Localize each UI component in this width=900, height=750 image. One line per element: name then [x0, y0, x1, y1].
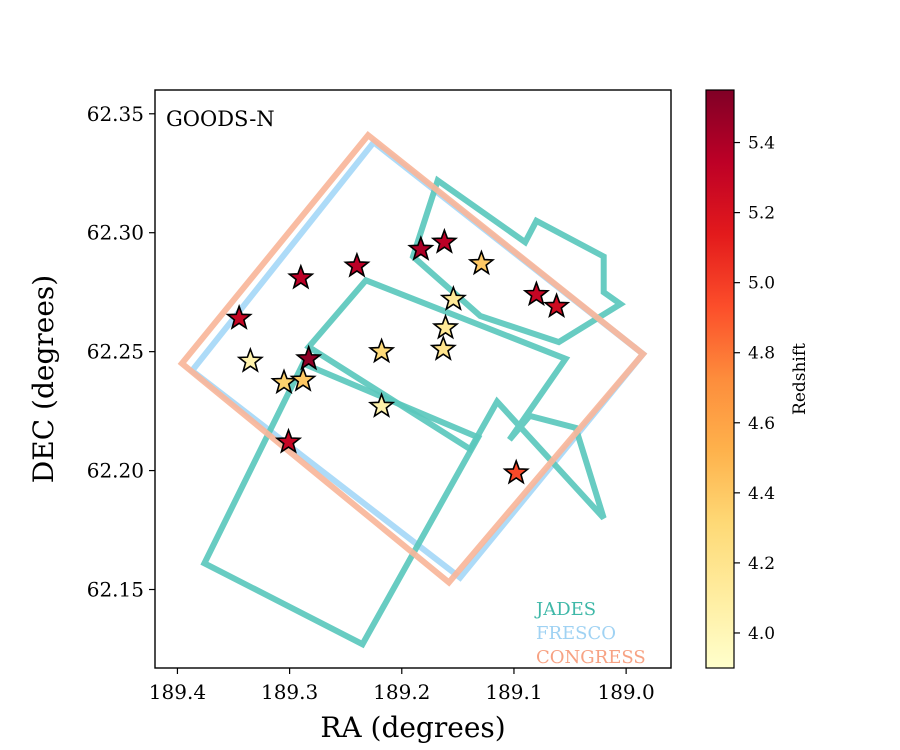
footprint-jades-3: [409, 175, 626, 346]
galaxy-point-2: [236, 346, 264, 373]
y-tick-label: 62.15: [87, 578, 144, 602]
field-annotation: GOODS-N: [166, 107, 275, 131]
galaxy-point-4: [289, 365, 317, 392]
x-tick-label: 189.2: [373, 680, 430, 704]
redshift-colorbar: 4.0 4.2 4.4 4.6 4.8 5.0 5.2 5.4 Redshift: [705, 89, 810, 669]
y-axis-ticks: 62.15 62.20 62.25 62.30 62.35: [87, 102, 155, 602]
y-tick-label: 62.25: [87, 340, 144, 364]
colorbar-title: Redshift: [790, 343, 810, 415]
galaxy-point-6: [295, 344, 323, 371]
colorbar-tick-label: 4.4: [748, 484, 775, 504]
galaxy-point-11: [407, 235, 435, 261]
colorbar-tick-label: 5.4: [748, 134, 775, 154]
galaxy-point-14: [431, 313, 460, 340]
galaxy-point-10: [367, 392, 396, 418]
footprint-congress-1: [177, 131, 648, 587]
x-axis-ticks: 189.4 189.3 189.2 189.1 189.0: [149, 668, 655, 704]
galaxy-point-18: [542, 292, 571, 319]
galaxy-point-15: [429, 334, 457, 361]
y-tick-label: 62.30: [87, 221, 144, 245]
colorbar-ticks: 4.0 4.2 4.4 4.6 4.8 5.0 5.2 5.4: [734, 134, 775, 644]
y-axis-title: DEC (degrees): [27, 275, 60, 483]
colorbar-tick-label: 5.0: [748, 274, 775, 294]
x-tick-label: 189.0: [597, 680, 654, 704]
plot-frame: [154, 89, 672, 669]
footprint-legend: JADES FRESCO CONGRESS: [534, 599, 646, 668]
x-tick-label: 189.3: [261, 680, 318, 704]
colorbar-tick-label: 5.2: [748, 204, 775, 224]
legend-entry-fresco: FRESCO: [536, 623, 616, 644]
colorbar-tick-label: 4.8: [748, 344, 775, 364]
y-tick-label: 62.35: [87, 102, 144, 126]
colorbar-gradient: [705, 89, 735, 669]
x-tick-label: 189.1: [485, 680, 542, 704]
legend-entry-jades: JADES: [534, 599, 596, 620]
legend-entry-congress: CONGRESS: [536, 647, 646, 668]
galaxy-points: [225, 227, 571, 485]
galaxy-point-8: [343, 251, 371, 278]
galaxy-point-9: [367, 337, 396, 364]
galaxy-point-12: [430, 227, 459, 254]
galaxy-point-3: [270, 368, 298, 395]
galaxy-point-19: [502, 458, 530, 485]
galaxy-point-7: [274, 427, 303, 454]
footprint-jades-2: [304, 276, 607, 521]
galaxy-point-16: [467, 249, 496, 276]
x-tick-label: 189.4: [149, 680, 206, 704]
colorbar-tick-label: 4.6: [748, 414, 775, 434]
galaxy-point-13: [439, 285, 467, 311]
x-axis-title: RA (degrees): [320, 711, 505, 744]
colorbar-tick-label: 4.2: [748, 554, 775, 574]
galaxy-point-17: [522, 280, 550, 307]
colorbar-tick-label: 4.0: [748, 624, 775, 644]
galaxy-point-1: [225, 304, 253, 330]
survey-footprints: [177, 131, 648, 649]
footprint-jades-1: [200, 359, 483, 649]
y-tick-label: 62.20: [87, 459, 144, 483]
galaxy-point-5: [287, 263, 315, 290]
